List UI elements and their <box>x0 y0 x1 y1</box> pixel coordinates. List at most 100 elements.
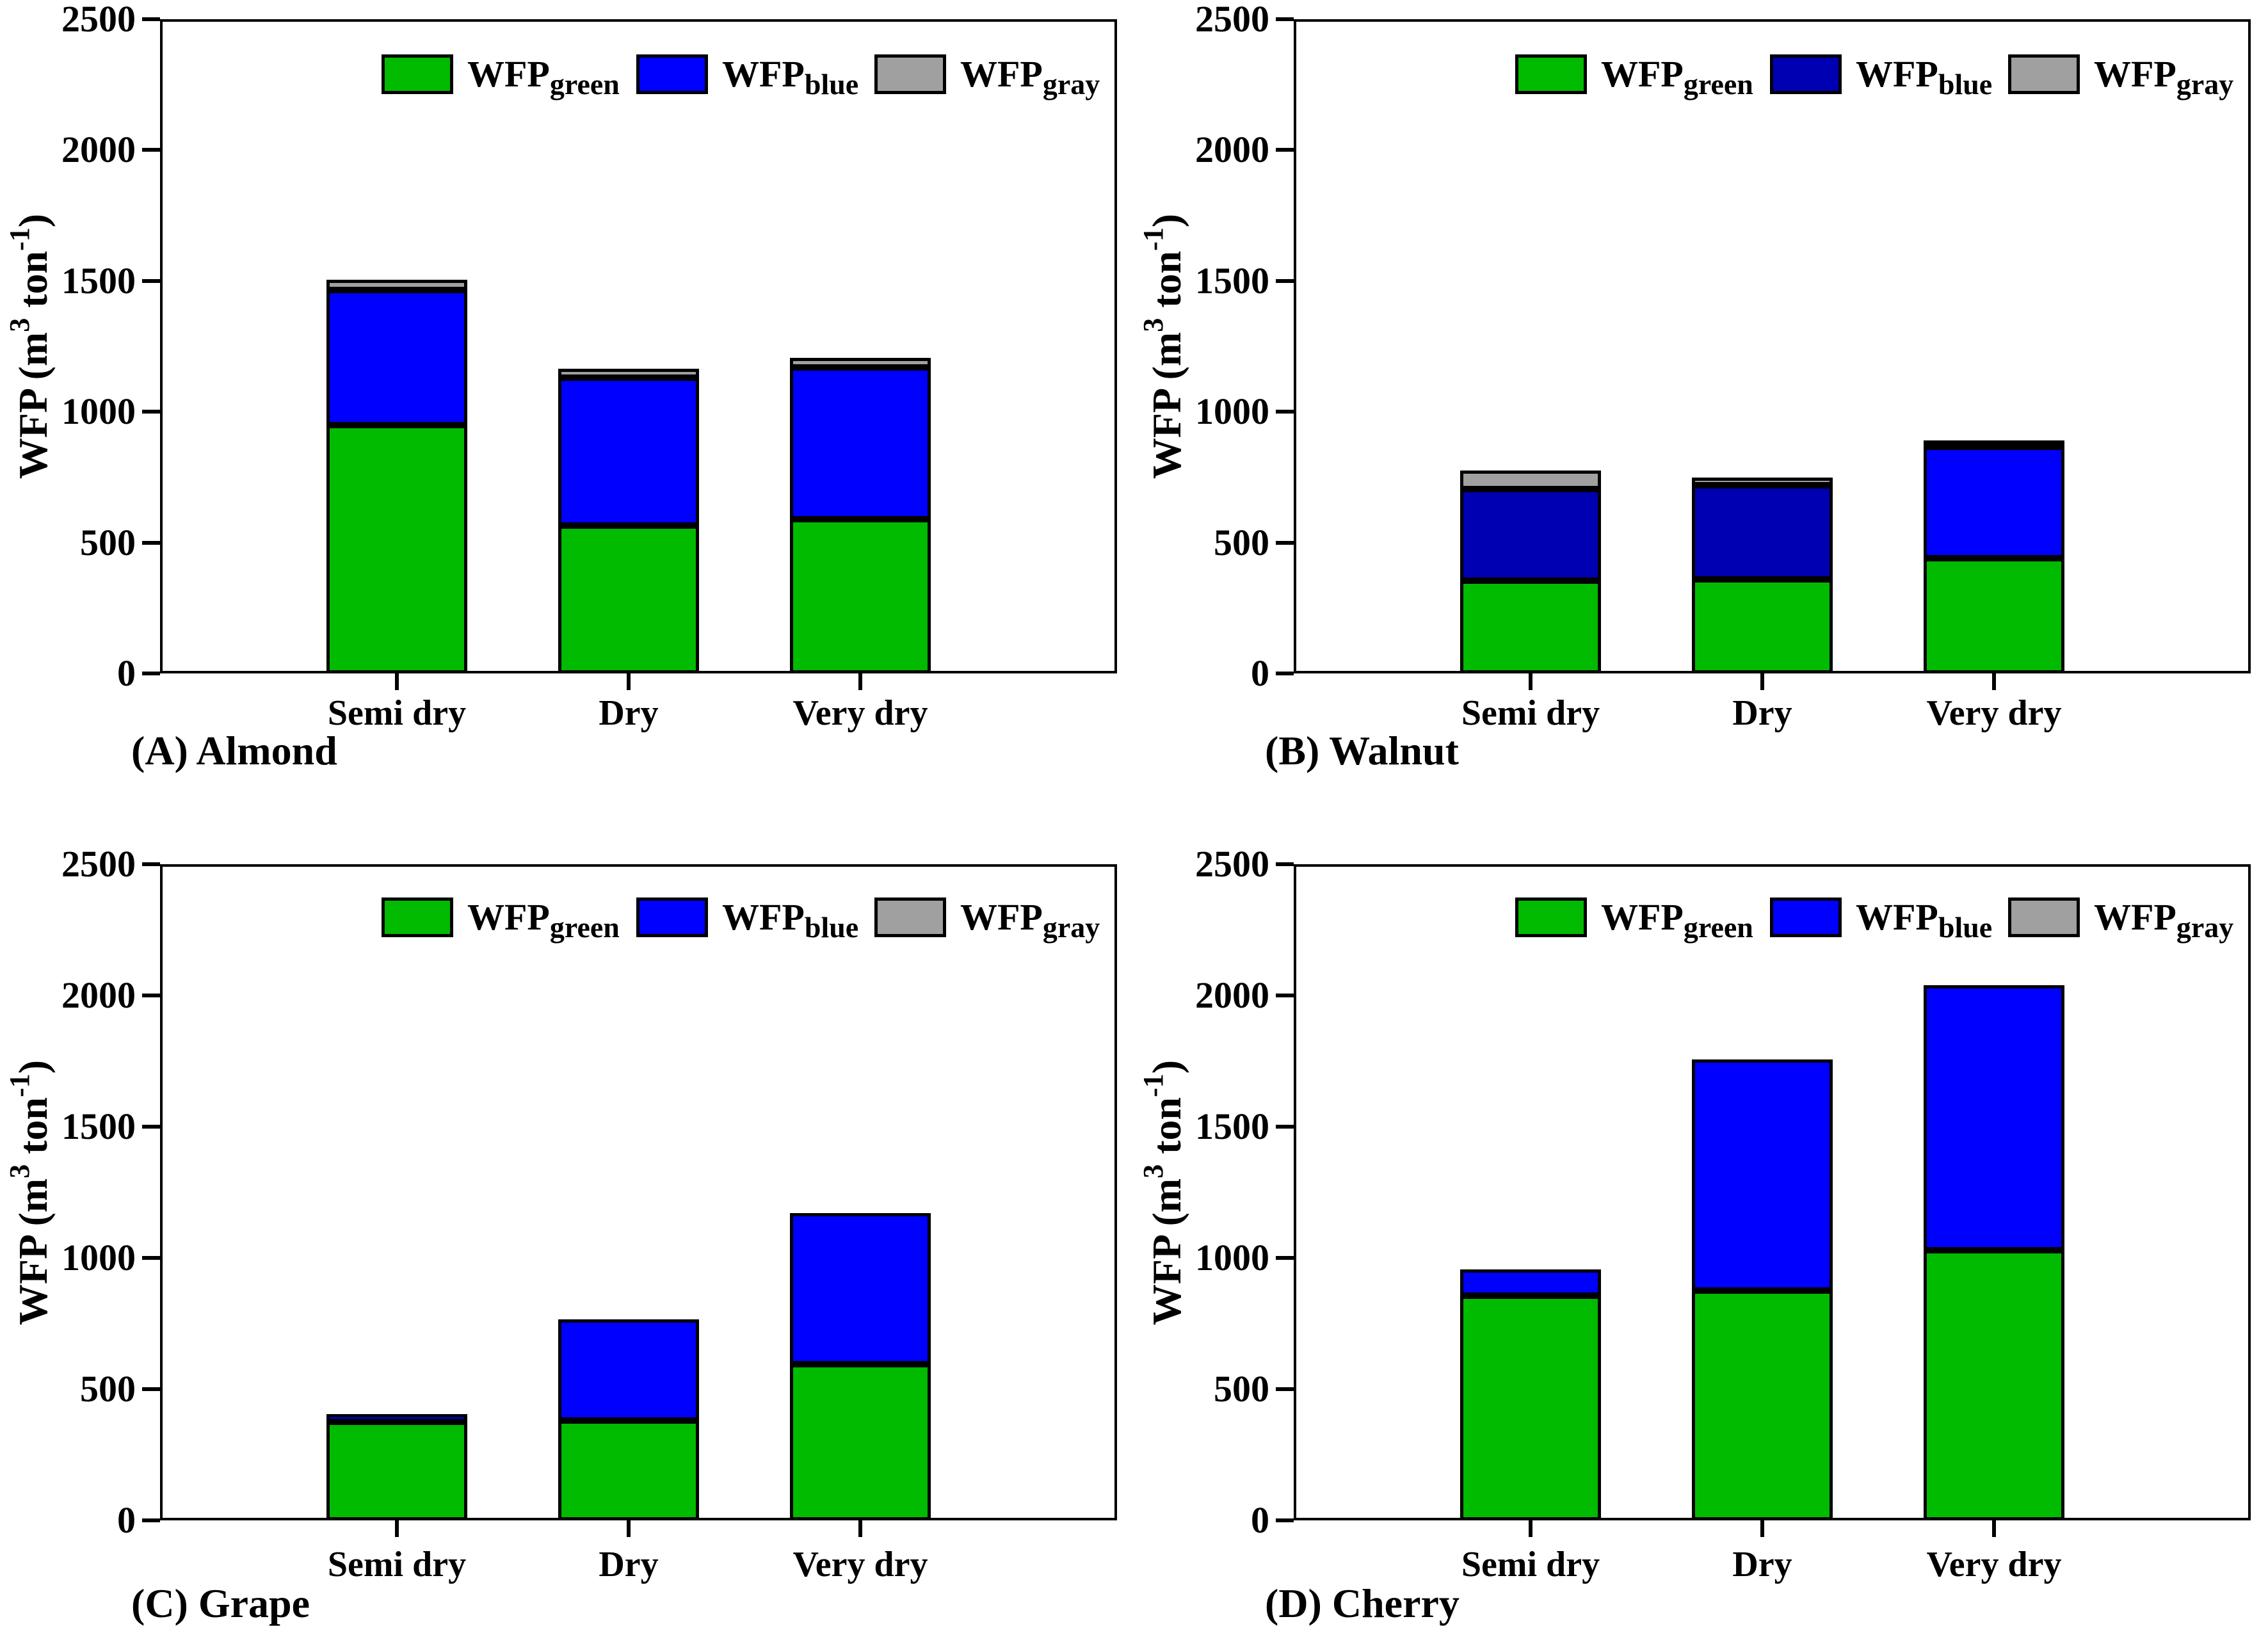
legend-swatch-gray <box>2008 898 2080 937</box>
category-label-0: Semi dry <box>327 693 467 733</box>
bar-segment-gray-dry <box>558 368 699 378</box>
y-tick-1500 <box>1276 278 1294 283</box>
y-axis-label-sup-3: 3 <box>3 318 35 332</box>
y-axis-label-sup-3: 3 <box>1137 1164 1169 1179</box>
legend-label-main: WFP <box>467 896 550 938</box>
y-tick-label-500: 500 <box>80 1368 136 1410</box>
bar-segment-blue-semi-dry <box>1460 1269 1601 1296</box>
legend-label-green: WFPgreen <box>467 54 620 101</box>
legend-label-subscript: gray <box>1042 911 1100 944</box>
y-tick-1000 <box>142 410 160 414</box>
category-label-0: Semi dry <box>1461 693 1600 733</box>
y-tick-500 <box>142 1387 160 1391</box>
bar-segment-green-semi-dry <box>326 424 467 673</box>
legend-entry-blue: WFPblue <box>636 898 858 944</box>
legend-entry-green: WFPgreen <box>1515 53 1753 101</box>
bar-segment-green-very-dry <box>790 1364 931 1520</box>
legend-entry-green: WFPgreen <box>1515 896 1753 944</box>
y-tick-0 <box>1276 672 1294 675</box>
legend-swatch-green <box>1515 898 1587 937</box>
y-tick-0 <box>142 1518 160 1522</box>
panel-grape: WFP (m3 ton-1) (C) Grape 0 500 1000 1500 200… <box>0 811 1134 1625</box>
bar-segment-blue-dry <box>1692 1059 1833 1291</box>
y-tick-label-1000: 1000 <box>1195 1237 1269 1278</box>
legend-label-subscript: gray <box>2176 68 2234 101</box>
bar-segment-green-dry <box>1692 1291 1833 1520</box>
bar-segment-blue-very-dry <box>790 1213 931 1365</box>
y-axis-label: WFP (m3 ton-1) <box>4 1060 57 1325</box>
y-axis-label-sup-minus1: -1 <box>1137 227 1169 251</box>
y-tick-label-1500: 1500 <box>61 259 136 302</box>
bar-segment-green-semi-dry <box>1460 580 1601 673</box>
y-tick-2500 <box>1276 862 1294 866</box>
y-tick-2500 <box>142 17 160 21</box>
panel-walnut: WFP (m3 ton-1) (B) Walnut 0 500 1000 1500 20… <box>1134 0 2267 811</box>
y-tick-2500 <box>1276 17 1294 21</box>
bar-segment-blue-semi-dry <box>326 1413 467 1422</box>
legend-swatch-green <box>382 898 453 937</box>
y-tick-label-1500: 1500 <box>61 1106 136 1147</box>
category-label-1: Dry <box>599 1545 659 1584</box>
y-tick-label-2500: 2500 <box>61 0 136 40</box>
category-label-1: Dry <box>599 693 659 733</box>
bar-segment-blue-semi-dry <box>1460 488 1601 581</box>
bar-segment-green-very-dry <box>1924 1250 2064 1520</box>
legend-swatch-green <box>382 54 453 94</box>
y-tick-2000 <box>1276 994 1294 997</box>
y-tick-1000 <box>142 1256 160 1260</box>
bar-segment-blue-very-dry <box>790 367 931 519</box>
legend-swatch-gray <box>874 54 946 94</box>
bar-segment-blue-dry <box>1692 485 1833 579</box>
legend-label-green: WFPgreen <box>1601 896 1753 944</box>
legend-label-subscript: blue <box>1938 911 1993 944</box>
y-tick-1000 <box>1276 1256 1294 1260</box>
panel-caption-walnut: (B) Walnut <box>1265 728 1459 773</box>
legend-swatch-blue <box>636 54 708 94</box>
category-label-1: Dry <box>1732 1545 1792 1584</box>
x-tick-2 <box>858 673 862 690</box>
y-tick-500 <box>1276 540 1294 545</box>
panel-cherry: WFP (m3 ton-1) (D) Cherry 0 500 1000 1500 20… <box>1134 811 2267 1626</box>
y-tick-label-2000: 2000 <box>1195 974 1269 1016</box>
legend-label-gray: WFPgray <box>2094 54 2233 101</box>
legend-label-blue: WFPblue <box>722 53 858 101</box>
y-tick-label-0: 0 <box>1251 1499 1269 1541</box>
legend-entry-blue: WFPblue <box>1770 53 1992 101</box>
y-axis-label-text: ) <box>1144 213 1189 228</box>
legend-label-main: WFP <box>722 53 805 95</box>
panel-caption-almond: (A) Almond <box>131 728 337 773</box>
y-tick-label-500: 500 <box>1214 1368 1269 1410</box>
y-tick-0 <box>142 672 160 675</box>
y-axis-label: WFP (m3 ton-1) <box>1138 213 1191 479</box>
bar-segment-green-semi-dry <box>1460 1296 1601 1520</box>
legend-label-green: WFPgreen <box>467 896 620 944</box>
x-tick-2 <box>1992 1520 1996 1537</box>
legend-label-subscript: blue <box>804 68 859 101</box>
bar-segment-green-semi-dry <box>326 1422 467 1520</box>
legend-label-main: WFP <box>1856 53 1938 95</box>
legend-label-green: WFPgreen <box>1601 53 1753 101</box>
legend-label-subscript: green <box>549 68 620 101</box>
legend-label-main: WFP <box>1601 53 1684 95</box>
legend-label-main: WFP <box>1856 896 1938 938</box>
category-label-2: Very dry <box>1926 693 2062 733</box>
category-label-2: Very dry <box>1926 1545 2062 1584</box>
y-tick-label-1000: 1000 <box>61 390 136 433</box>
legend-entry-gray: WFPgray <box>2008 898 2233 944</box>
bar-segment-gray-very-dry <box>790 358 931 367</box>
legend-label-subscript: gray <box>2176 911 2234 944</box>
panel-caption-cherry: (D) Cherry <box>1265 1581 1460 1626</box>
legend-label-gray: WFPgray <box>960 54 1100 101</box>
y-tick-label-0: 0 <box>1251 652 1269 694</box>
y-tick-label-2500: 2500 <box>1195 0 1269 40</box>
legend-label-blue: WFPblue <box>1856 896 1992 944</box>
legend-label-main: WFP <box>1601 896 1684 938</box>
y-tick-1500 <box>142 1125 160 1129</box>
y-tick-label-500: 500 <box>1214 521 1269 563</box>
x-tick-0 <box>395 673 399 690</box>
legend-entry-green: WFPgreen <box>382 896 620 944</box>
y-tick-label-2500: 2500 <box>61 843 136 885</box>
y-axis-label-sup-minus1: -1 <box>3 227 35 251</box>
y-tick-500 <box>1276 1387 1294 1391</box>
bar-segment-gray-dry <box>1692 478 1833 485</box>
